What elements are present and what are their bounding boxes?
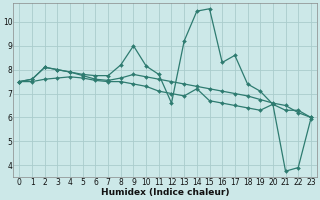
X-axis label: Humidex (Indice chaleur): Humidex (Indice chaleur) bbox=[101, 188, 229, 197]
